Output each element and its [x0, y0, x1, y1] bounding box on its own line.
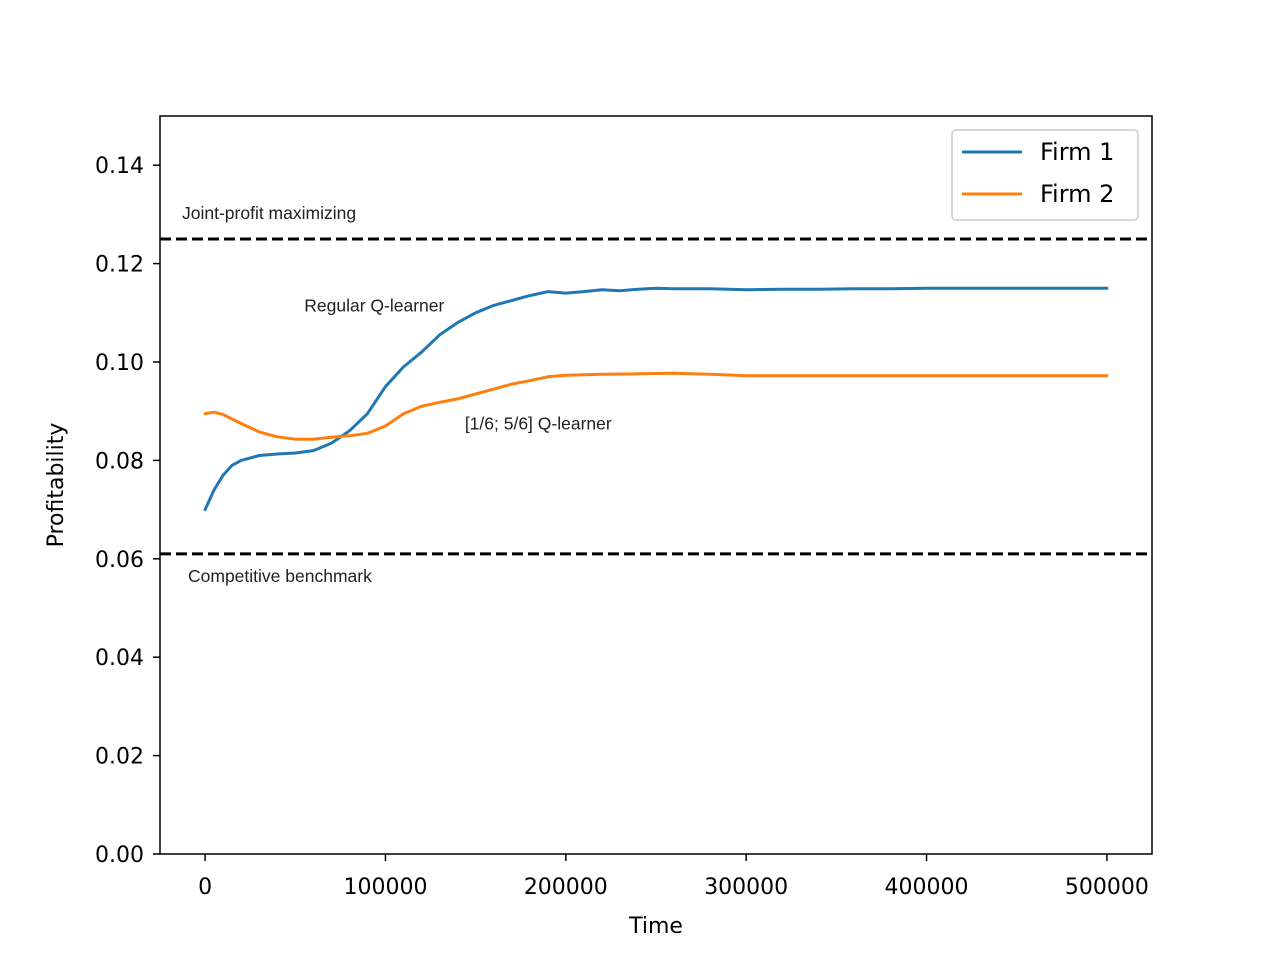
y-axis-ticks: 0.00 0.02 0.04 0.06 0.08 0.10 0.12 0.14: [95, 154, 160, 868]
legend-label-2: Firm 2: [1040, 180, 1114, 208]
y-tick-label: 0.04: [95, 646, 144, 671]
reference-lines: [160, 237, 1152, 556]
series-lines: [203, 286, 1109, 512]
y-tick-label: 0.02: [95, 745, 144, 770]
reference-line-label-0: Joint-profit maximizing: [182, 203, 356, 223]
x-axis-label: Time: [628, 914, 683, 939]
reference-line-label-1: Competitive benchmark: [188, 566, 372, 586]
annotations: Joint-profit maximizing Competitive bench…: [182, 203, 612, 586]
x-tick-label: 500000: [1065, 875, 1149, 900]
series-line-2: [203, 371, 1109, 441]
y-tick-label: 0.10: [95, 351, 144, 376]
plot-frame: [159, 115, 1153, 855]
legend: Firm 1 Firm 2: [951, 129, 1139, 221]
y-axis-label: Profitability: [44, 423, 69, 548]
x-tick-label: 300000: [704, 875, 788, 900]
y-tick-label: 0.06: [95, 548, 144, 573]
y-tick-label: 0.08: [95, 449, 144, 474]
x-tick-label: 100000: [343, 875, 427, 900]
plot-background: [160, 116, 1152, 854]
series-line-1: [203, 286, 1109, 512]
x-tick-label: 200000: [524, 875, 608, 900]
legend-label-1: Firm 1: [1040, 138, 1114, 166]
x-axis-ticks: 0 100000 200000 300000 400000 500000: [198, 854, 1149, 900]
curve-annotation-0: Regular Q-learner: [304, 295, 444, 315]
curve-annotation-1: [1/6; 5/6] Q-learner: [465, 414, 612, 434]
x-tick-label: 400000: [885, 875, 969, 900]
y-tick-label: 0.00: [95, 843, 144, 868]
y-tick-label: 0.12: [95, 253, 144, 278]
y-tick-label: 0.14: [95, 154, 144, 179]
x-tick-label: 0: [198, 875, 212, 900]
